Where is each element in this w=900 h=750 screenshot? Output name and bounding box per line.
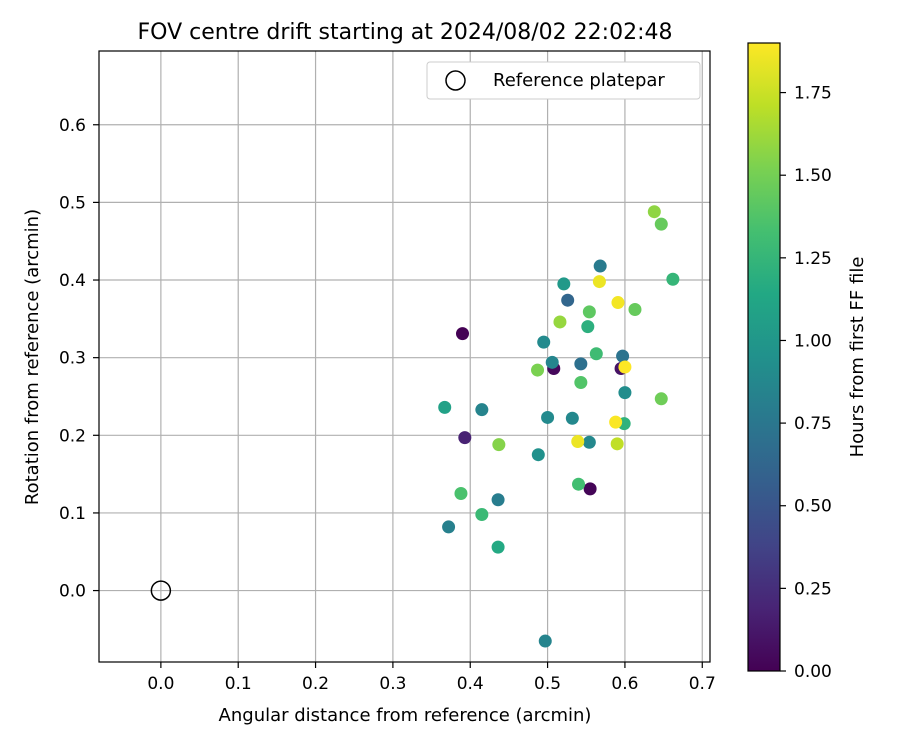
colorbar-gradient — [748, 43, 780, 671]
data-point — [557, 277, 571, 291]
x-tick-label: 0.5 — [534, 674, 561, 694]
x-tick-label: 0.2 — [302, 674, 329, 694]
colorbar-tick-label: 1.50 — [794, 166, 832, 186]
data-point — [666, 272, 680, 286]
data-point — [458, 431, 472, 445]
y-axis: 0.0 0.1 0.2 0.3 0.4 0.5 0.6 — [59, 116, 99, 602]
colorbar-tick-label: 0.50 — [794, 497, 832, 517]
y-tick-label: 0.0 — [59, 582, 86, 602]
data-point — [571, 435, 585, 449]
colorbar-tick-label: 0.25 — [794, 579, 832, 599]
colorbar-tick-label: 0.00 — [794, 662, 832, 682]
data-point — [531, 448, 545, 462]
colorbar-ticks: 0.00 0.25 0.50 0.75 1.00 1.25 1.50 1.75 — [780, 84, 832, 682]
data-point — [582, 435, 596, 449]
data-point — [589, 347, 603, 361]
data-point — [581, 320, 595, 334]
colorbar-tick-label: 0.75 — [794, 414, 832, 434]
data-point — [610, 437, 624, 451]
data-point — [491, 540, 505, 554]
data-point — [492, 438, 506, 452]
data-point — [541, 410, 555, 424]
data-point — [475, 403, 489, 417]
data-point — [572, 477, 586, 491]
data-point — [561, 293, 575, 307]
data-point — [442, 520, 456, 534]
y-tick-label: 0.6 — [59, 116, 86, 136]
reference-marker-layer — [150, 580, 172, 601]
data-point — [654, 217, 668, 231]
x-tick-label: 0.4 — [457, 674, 484, 694]
data-point — [545, 355, 559, 369]
y-tick-label: 0.1 — [59, 504, 86, 524]
legend-marker — [445, 70, 466, 91]
legend-label: Reference platepar — [493, 70, 665, 91]
y-tick-label: 0.5 — [59, 193, 86, 213]
x-tick-label: 0.1 — [225, 674, 252, 694]
x-axis: 0.0 0.1 0.2 0.3 0.4 0.5 0.6 0.7 — [147, 662, 716, 694]
data-point — [618, 386, 632, 400]
legend: Reference platepar — [426, 61, 701, 100]
data-point — [553, 315, 567, 329]
data-point — [531, 363, 545, 377]
colorbar-tick-label: 1.25 — [794, 249, 832, 269]
data-point — [574, 376, 588, 390]
y-tick-label: 0.2 — [59, 426, 86, 446]
chart-title: FOV centre drift starting at 2024/08/02 … — [138, 20, 673, 45]
data-point — [438, 400, 452, 414]
data-point — [456, 327, 470, 341]
x-tick-label: 0.3 — [379, 674, 406, 694]
x-axis-label: Angular distance from reference (arcmin) — [219, 705, 592, 726]
colorbar: 0.00 0.25 0.50 0.75 1.00 1.25 1.50 1.75 Hours f… — [747, 42, 868, 682]
data-point — [582, 305, 596, 319]
data-point — [592, 275, 606, 289]
data-point — [609, 415, 623, 429]
y-tick-label: 0.4 — [59, 271, 86, 291]
data-point — [475, 507, 489, 521]
data-point — [574, 357, 588, 371]
data-point — [616, 349, 630, 363]
plot-frame — [98, 50, 711, 663]
data-point — [538, 634, 552, 648]
colorbar-label: Hours from first FF file — [847, 257, 868, 458]
y-axis-label: Rotation from reference (arcmin) — [22, 209, 43, 505]
data-point — [628, 303, 642, 317]
data-point — [647, 205, 661, 219]
data-point — [537, 335, 551, 349]
y-tick-label: 0.3 — [59, 349, 86, 369]
reference-point — [150, 580, 172, 601]
colorbar-frame — [747, 42, 781, 672]
colorbar-tick-label: 1.75 — [794, 84, 832, 104]
grid — [99, 51, 710, 662]
data-point — [611, 296, 625, 310]
data-point — [583, 482, 597, 496]
scatter-points — [438, 205, 680, 648]
x-tick-label: 0.6 — [611, 674, 638, 694]
x-tick-label: 0.7 — [689, 674, 716, 694]
data-point — [654, 392, 668, 406]
x-tick-label: 0.0 — [147, 674, 174, 694]
data-point — [454, 487, 468, 501]
data-point — [593, 259, 607, 273]
legend-box — [426, 61, 701, 100]
data-point — [565, 411, 579, 425]
colorbar-tick-label: 1.00 — [794, 331, 832, 351]
data-point — [491, 493, 505, 507]
data-point — [618, 360, 632, 374]
